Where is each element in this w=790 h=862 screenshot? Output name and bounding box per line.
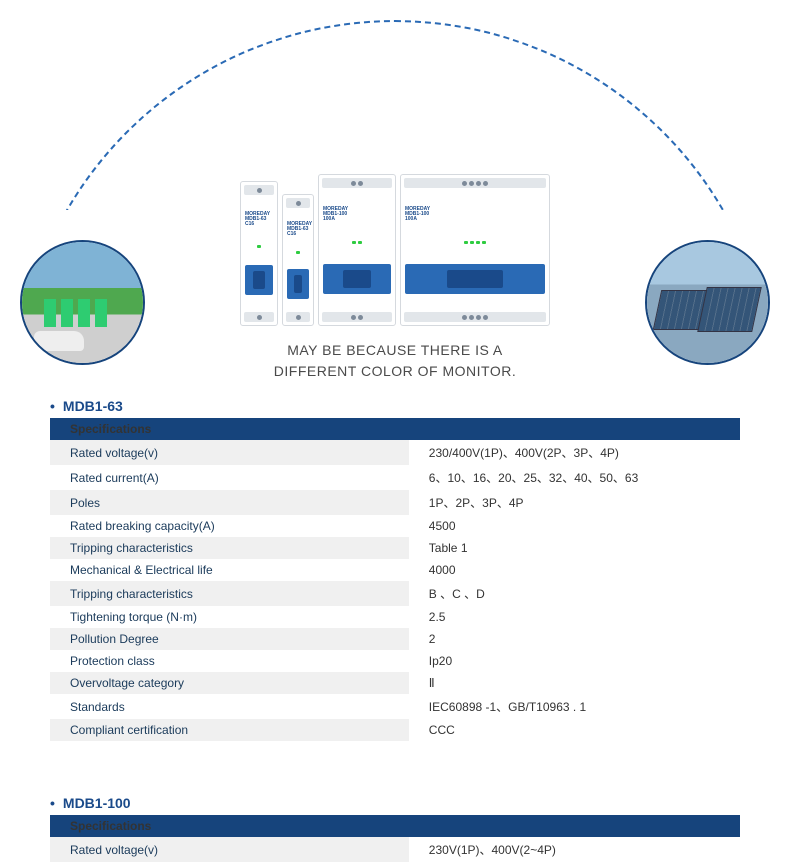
table-header: Specifications <box>50 418 740 440</box>
spec-table-mdb1-100: Specifications Rated voltage(v)230V(1P)、… <box>50 815 740 862</box>
spec-value: Ip20 <box>409 650 740 672</box>
spec-value: 230/400V(1P)、400V(2P、3P、4P) <box>409 440 740 465</box>
spec-label: Overvoltage category <box>50 672 409 694</box>
table-row: Compliant certificationCCC <box>50 719 740 741</box>
spec-value: Table 1 <box>409 537 740 559</box>
spec-label: Tripping characteristics <box>50 537 409 559</box>
table-row: Tightening torque (N·m)2.5 <box>50 606 740 628</box>
table-row: Rated current(A)6、10、16、20、25、32、40、50、6… <box>50 465 740 490</box>
spec-value: Ⅱ <box>409 672 740 694</box>
spec-label: Pollution Degree <box>50 628 409 650</box>
table-header: Specifications <box>50 815 740 837</box>
spec-label: Rated current(A) <box>50 465 409 490</box>
spec-value: 4500 <box>409 515 740 537</box>
product-lineup: MOREDAYMDB1-63C16 MOREDAYMDB1-63C16 MORE… <box>240 174 550 326</box>
spec-value: 1P、2P、3P、4P <box>409 490 740 515</box>
table-row: Tripping characteristicsTable 1 <box>50 537 740 559</box>
spec-value: 2 <box>409 628 740 650</box>
spec-label: Rated voltage(v) <box>50 837 409 862</box>
breaker-mdb1-100-2pole: MOREDAYMDB1-100100A <box>318 174 396 326</box>
spec-value: B 、C 、D <box>409 581 740 606</box>
spec-label: Tightening torque (N·m) <box>50 606 409 628</box>
spec-value: CCC <box>409 719 740 741</box>
table-row: Mechanical & Electrical life4000 <box>50 559 740 581</box>
spec-table-mdb1-63: Specifications Rated voltage(v)230/400V(… <box>50 418 740 741</box>
table-row: Pollution Degree2 <box>50 628 740 650</box>
breaker-mdb1-63-small: MOREDAYMDB1-63C16 <box>282 194 314 326</box>
spec-value: 230V(1P)、400V(2~4P) <box>409 837 740 862</box>
spec-section-mdb1-100: MDB1-100 Specifications Rated voltage(v)… <box>0 777 790 862</box>
spec-label: Mechanical & Electrical life <box>50 559 409 581</box>
spec-section-mdb1-63: MDB1-63 Specifications Rated voltage(v)2… <box>0 380 790 741</box>
spec-value: 6、10、16、20、25、32、40、50、63 <box>409 465 740 490</box>
spec-label: Standards <box>50 694 409 719</box>
table-row: Tripping characteristicsB 、C 、D <box>50 581 740 606</box>
tagline-line1: MAY BE BECAUSE THERE IS A <box>287 342 503 358</box>
spec-label: Rated breaking capacity(A) <box>50 515 409 537</box>
table-row: Overvoltage categoryⅡ <box>50 672 740 694</box>
header-specifications: Specifications <box>50 815 409 837</box>
table-row: Rated voltage(v)230/400V(1P)、400V(2P、3P、… <box>50 440 740 465</box>
section-title-mdb1-63: MDB1-63 <box>50 392 740 418</box>
table-row: StandardsIEC60898 -1、GB/T10963 . 1 <box>50 694 740 719</box>
section-spacer <box>0 741 790 777</box>
section-title-mdb1-100: MDB1-100 <box>50 789 740 815</box>
table-row: Rated breaking capacity(A)4500 <box>50 515 740 537</box>
breaker-mdb1-63-single: MOREDAYMDB1-63C16 <box>240 181 278 326</box>
spec-value: IEC60898 -1、GB/T10963 . 1 <box>409 694 740 719</box>
table-body: Rated voltage(v)230V(1P)、400V(2~4P) <box>50 837 740 862</box>
spec-label: Protection class <box>50 650 409 672</box>
spec-label: Tripping characteristics <box>50 581 409 606</box>
tagline-line2: DIFFERENT COLOR OF MONITOR. <box>274 363 516 379</box>
tagline: MAY BE BECAUSE THERE IS A DIFFERENT COLO… <box>0 340 790 380</box>
header-specifications: Specifications <box>50 418 409 440</box>
spec-label: Compliant certification <box>50 719 409 741</box>
table-body: Rated voltage(v)230/400V(1P)、400V(2P、3P、… <box>50 440 740 741</box>
hero-section: MOREDAYMDB1-63C16 MOREDAYMDB1-63C16 MORE… <box>0 0 790 380</box>
spec-label: Poles <box>50 490 409 515</box>
spec-value: 4000 <box>409 559 740 581</box>
table-row: Protection classIp20 <box>50 650 740 672</box>
table-row: Rated voltage(v)230V(1P)、400V(2~4P) <box>50 837 740 862</box>
breaker-mdb1-100-4pole: MOREDAYMDB1-100100A <box>400 174 550 326</box>
table-row: Poles1P、2P、3P、4P <box>50 490 740 515</box>
spec-value: 2.5 <box>409 606 740 628</box>
spec-label: Rated voltage(v) <box>50 440 409 465</box>
